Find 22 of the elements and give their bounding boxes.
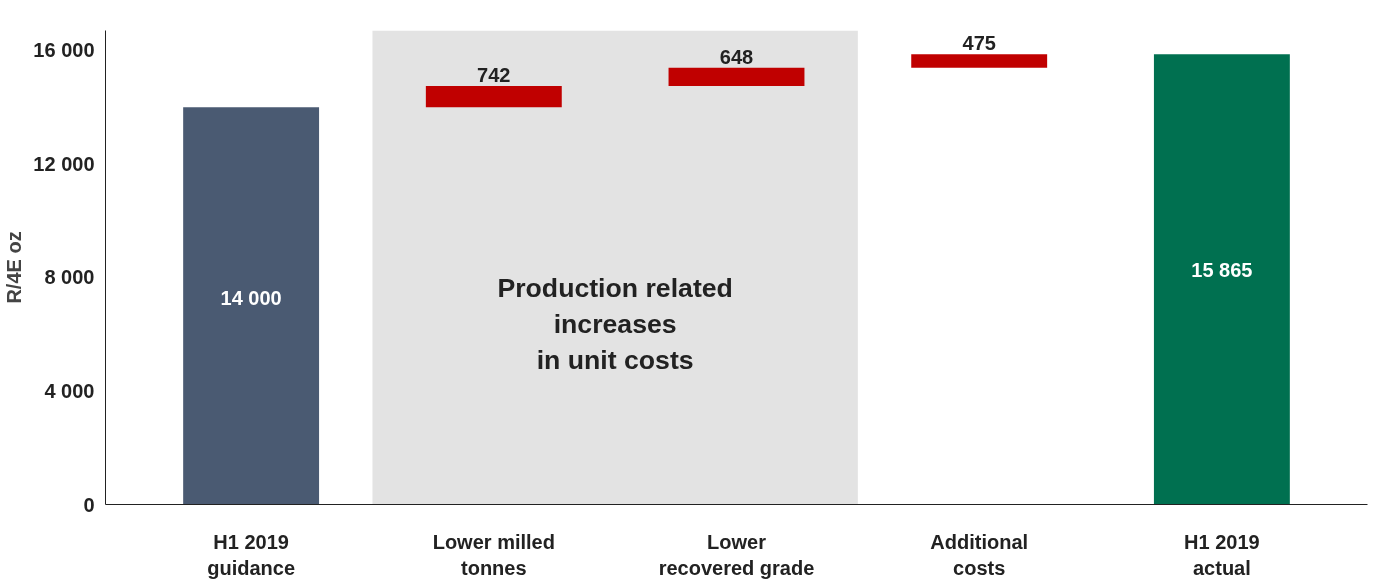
bar: [1153, 54, 1290, 505]
y-tick-label: 8 000: [44, 266, 95, 289]
y-tick-label: 12 000: [33, 152, 95, 175]
band-label: Production related increases in unit costs: [497, 273, 733, 376]
y-tick-label: 16 000: [33, 39, 95, 62]
data-label: 475: [962, 32, 996, 55]
y-axis-title: R/4E oz: [3, 231, 26, 304]
data-label: 742: [477, 64, 511, 87]
data-label: 14 000: [220, 286, 282, 309]
x-tick-label: H1 2019 guidance: [207, 530, 296, 579]
bar: [668, 67, 805, 87]
y-tick-label: 0: [83, 493, 95, 516]
x-tick-label: Additional costs: [930, 530, 1029, 579]
x-tick-label: Lower milled tonnes: [432, 530, 555, 579]
y-tick-label: 4 000: [44, 379, 95, 402]
bar: [425, 86, 562, 108]
bar: [183, 107, 320, 505]
bar: [911, 54, 1048, 68]
data-label: 15 865: [1191, 259, 1253, 282]
x-tick-label: H1 2019 actual: [1184, 530, 1260, 579]
data-label: 648: [719, 45, 754, 68]
x-tick-label: Lower recovered grade: [658, 530, 815, 579]
